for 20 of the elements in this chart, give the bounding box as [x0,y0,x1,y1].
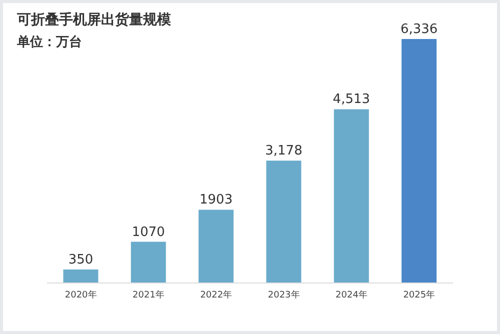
x-tick-label: 2020年 [64,289,97,300]
data-label: 3,178 [265,144,302,159]
data-label: 6,336 [400,22,438,37]
bar [334,109,369,283]
x-tick-label: 2022年 [200,289,232,300]
bar [402,39,437,283]
x-tick-label: 2023年 [268,289,300,300]
data-label: 350 [68,252,94,268]
x-tick-label: 2021年 [132,289,164,300]
data-label: 1070 [132,224,165,240]
data-label: 1903 [200,192,233,208]
bar [198,210,234,283]
chart-subtitle: 单位：万台 [17,34,82,51]
chart-title: 可折叠手机屏出货量规模 [17,11,171,29]
bar [266,160,302,283]
bar [63,270,98,283]
x-tick-label: 2024年 [336,289,368,300]
bar [130,242,166,283]
data-label: 4,513 [332,92,370,108]
x-tick-label: 2025年 [403,289,436,300]
